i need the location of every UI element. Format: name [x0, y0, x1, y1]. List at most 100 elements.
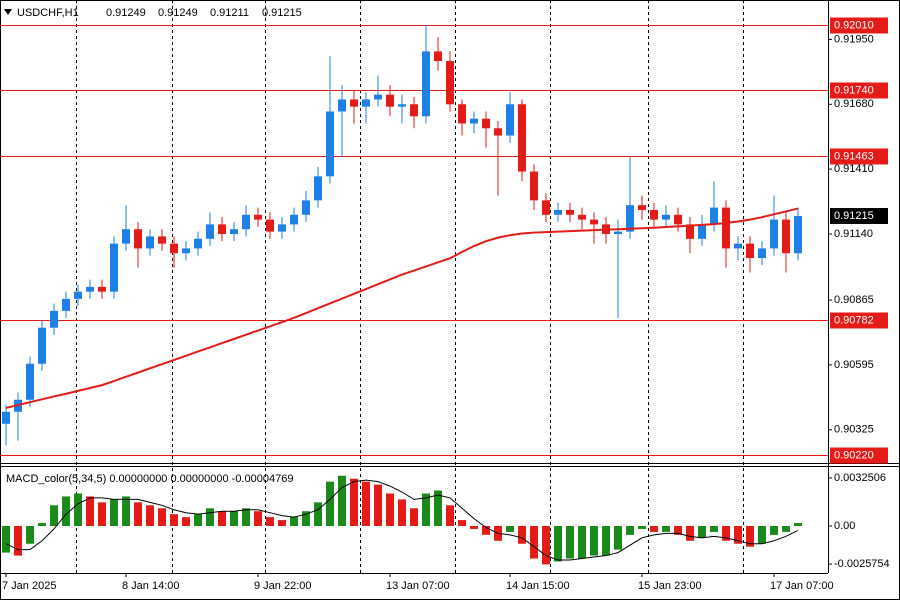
candle-body	[278, 224, 286, 232]
candle-body	[470, 118, 478, 124]
candle-body	[746, 243, 754, 259]
candle-body	[686, 224, 694, 239]
candle-body	[170, 243, 178, 254]
candle-body	[398, 104, 406, 107]
level-label: 0.91463	[834, 150, 874, 162]
histogram-bar	[242, 508, 250, 527]
histogram-bar	[482, 526, 490, 535]
histogram-bar	[74, 493, 82, 527]
candle-body	[590, 219, 598, 225]
histogram-bar	[122, 496, 130, 527]
candle-body	[458, 104, 466, 124]
candle-body	[434, 51, 442, 62]
candle-body	[362, 99, 370, 107]
level-label: 0.90782	[834, 314, 874, 326]
y-tick-label: 0.91680	[834, 98, 874, 110]
candle-body	[146, 236, 154, 249]
candle-body	[410, 104, 418, 117]
y-tick-label: 0.0032506	[834, 472, 886, 484]
candle-body	[650, 209, 658, 220]
candle-body	[62, 298, 70, 311]
candle-body	[302, 200, 310, 215]
candle-body	[326, 111, 334, 177]
candle-body	[290, 214, 298, 225]
histogram-bar	[554, 526, 562, 562]
candle-body	[2, 411, 10, 424]
candle-body	[110, 243, 118, 292]
candle-body	[578, 214, 586, 220]
candle-body	[542, 200, 550, 215]
histogram-bar	[110, 499, 118, 527]
candle-body	[50, 310, 58, 328]
histogram-bar	[758, 526, 766, 544]
histogram-bar	[410, 508, 418, 527]
histogram-bar	[710, 526, 718, 532]
histogram-bar	[794, 523, 802, 527]
ohlc-value: 0.91211	[210, 7, 249, 19]
histogram-bar	[434, 490, 442, 527]
candle-body	[758, 248, 766, 259]
candle-body	[662, 214, 670, 220]
histogram-bar	[662, 526, 670, 532]
histogram-bar	[86, 496, 94, 527]
histogram-bar	[158, 508, 166, 527]
histogram-bar	[338, 475, 346, 527]
histogram-bar	[50, 505, 58, 527]
ohlc-value: 0.91249	[106, 7, 146, 19]
histogram-bar	[218, 511, 226, 527]
candle-body	[122, 229, 130, 244]
histogram-bar	[746, 526, 754, 547]
x-tick-label: 8 Jan 14:00	[122, 580, 180, 592]
histogram-bar	[770, 526, 778, 535]
candle-body	[698, 224, 706, 239]
histogram-bar	[470, 526, 478, 529]
histogram-bar	[602, 526, 610, 556]
y-tick-label: 0.91410	[834, 163, 874, 175]
histogram-bar	[446, 505, 454, 527]
histogram-bar	[614, 526, 622, 550]
x-tick-label: 17 Jan 07:00	[770, 580, 834, 592]
level-label-box	[830, 82, 888, 99]
histogram-bar	[638, 526, 646, 529]
histogram-bar	[398, 499, 406, 527]
histogram-bar	[98, 502, 106, 527]
histogram-bar	[374, 484, 382, 527]
histogram-bar	[38, 523, 46, 527]
candle-body	[134, 229, 142, 249]
histogram-bar	[326, 481, 334, 527]
candle-body	[626, 205, 634, 232]
candle-body	[566, 209, 574, 215]
histogram-bar	[290, 517, 298, 527]
y-tick-label: 0.90865	[834, 294, 874, 306]
candle-body	[314, 176, 322, 201]
candle-body	[422, 51, 430, 117]
chart-symbol: USDCHF,H1	[17, 7, 79, 19]
indicator-label: MACD_color(5,34,5) 0.00000000 0.00000000…	[6, 473, 293, 485]
candle-body	[374, 94, 382, 100]
current-price-label: 0.91215	[834, 210, 874, 222]
candle-body	[86, 286, 94, 292]
candle-body	[182, 248, 190, 254]
histogram-bar	[170, 514, 178, 527]
candle-body	[674, 214, 682, 225]
candle-body	[194, 238, 202, 249]
histogram-bar	[2, 526, 10, 553]
histogram-bar	[518, 526, 526, 544]
histogram-bar	[422, 493, 430, 527]
histogram-bar	[230, 511, 238, 527]
histogram-bar	[134, 502, 142, 527]
histogram-bar	[578, 526, 586, 559]
histogram-bar	[722, 526, 730, 541]
histogram-bar	[734, 526, 742, 544]
histogram-bar	[206, 508, 214, 527]
histogram-bar	[302, 511, 310, 527]
candle-body	[218, 224, 226, 235]
candle-body	[494, 128, 502, 136]
x-tick-label: 7 Jan 2025	[2, 580, 56, 592]
level-label: 0.90220	[834, 449, 874, 461]
histogram-bar	[686, 526, 694, 541]
histogram-bar	[254, 511, 262, 527]
candle-body	[242, 214, 250, 230]
